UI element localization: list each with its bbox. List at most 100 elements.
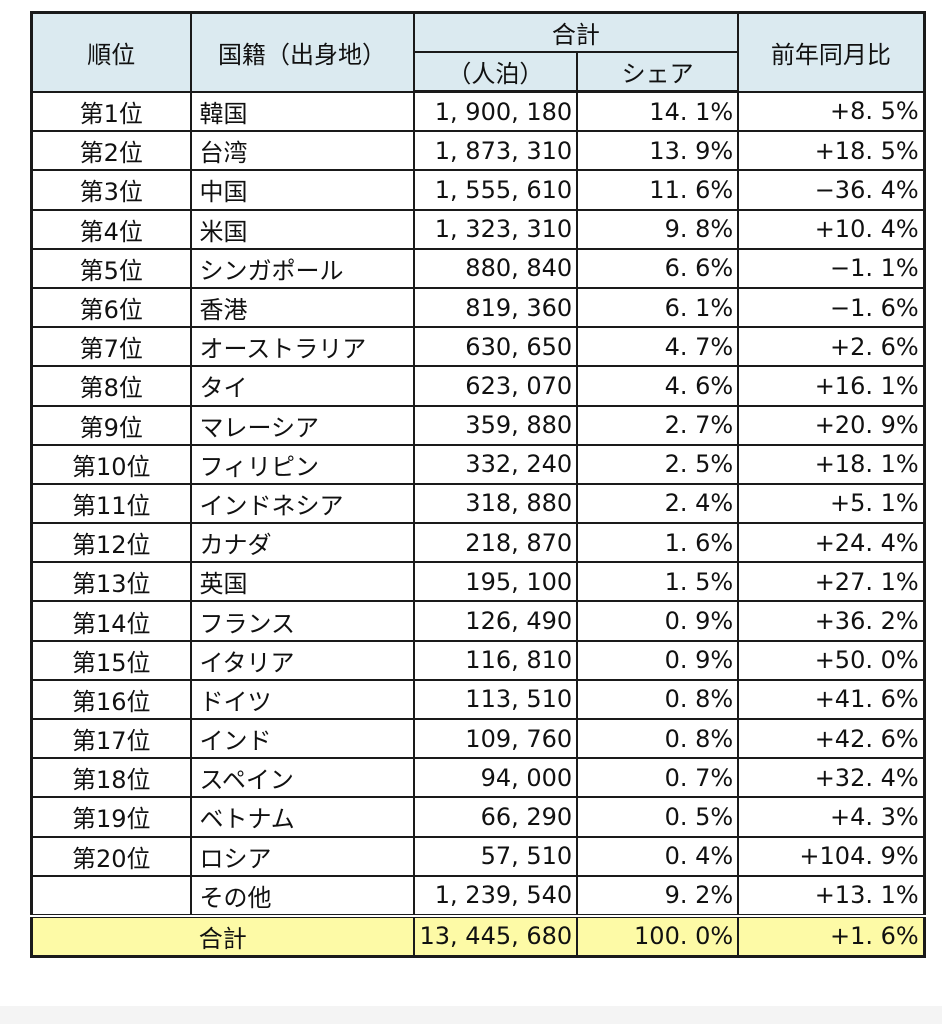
stays-cell: 113, 510 xyxy=(412,678,579,721)
total-share: 100. 0% xyxy=(576,913,740,958)
country-cell: ドイツ xyxy=(189,678,415,721)
page-bottom-margin xyxy=(0,1006,942,1024)
yoy-cell: −1. 6% xyxy=(737,286,926,329)
share-cell: 1. 5% xyxy=(576,561,740,603)
country-cell: マレーシア xyxy=(189,404,415,446)
share-cell: 2. 7% xyxy=(576,404,740,446)
stays-cell: 116, 810 xyxy=(412,639,579,681)
table-row: 第13位 英国 195, 100 1. 5% +27. 1% xyxy=(30,561,926,603)
table-row: 第11位 インドネシア 318, 880 2. 4% +5. 1% xyxy=(30,482,926,525)
table-row: 第8位 タイ 623, 070 4. 6% +16. 1% xyxy=(30,365,926,407)
share-cell: 13. 9% xyxy=(576,130,740,172)
yoy-cell: +18. 1% xyxy=(737,443,926,485)
total-row: 合計 13, 445, 680 100. 0% +1. 6% xyxy=(30,913,926,958)
header-stays: （人泊） xyxy=(412,51,579,93)
country-cell: タイ xyxy=(189,365,415,407)
share-cell: 14. 1% xyxy=(576,90,740,133)
stays-cell: 195, 100 xyxy=(412,561,579,603)
rank-cell: 第19位 xyxy=(30,796,192,838)
country-cell: 米国 xyxy=(189,208,415,250)
country-cell: インドネシア xyxy=(189,482,415,525)
table-row: 第20位 ロシア 57, 510 0. 4% +104. 9% xyxy=(30,835,926,877)
stays-cell: 1, 239, 540 xyxy=(412,874,579,917)
stays-cell: 332, 240 xyxy=(412,443,579,485)
country-cell: 英国 xyxy=(189,561,415,603)
rank-cell: 第18位 xyxy=(30,757,192,799)
share-cell: 0. 7% xyxy=(576,757,740,799)
foreign-guest-nights-table: 順位 国籍（出身地） 合計 前年同月比 （人泊） シェア 第1位 韓国 1, 900… xyxy=(30,11,926,958)
rank-cell: 第11位 xyxy=(30,482,192,525)
header-share: シェア xyxy=(576,51,740,93)
country-cell: シンガポール xyxy=(189,247,415,289)
yoy-cell: +42. 6% xyxy=(737,717,926,760)
header-country: 国籍（出身地） xyxy=(189,11,415,93)
share-cell: 9. 8% xyxy=(576,208,740,250)
share-cell: 4. 6% xyxy=(576,365,740,407)
yoy-cell: +4. 3% xyxy=(737,796,926,838)
country-cell: スペイン xyxy=(189,757,415,799)
stays-cell: 126, 490 xyxy=(412,600,579,642)
country-cell: ロシア xyxy=(189,835,415,877)
stays-cell: 880, 840 xyxy=(412,247,579,289)
rank-cell: 第4位 xyxy=(30,208,192,250)
country-cell: イタリア xyxy=(189,639,415,681)
share-cell: 2. 4% xyxy=(576,482,740,525)
yoy-cell: +2. 6% xyxy=(737,326,926,368)
yoy-cell: +13. 1% xyxy=(737,874,926,917)
rank-cell: 第9位 xyxy=(30,404,192,446)
stays-cell: 218, 870 xyxy=(412,522,579,564)
rank-cell: 第6位 xyxy=(30,286,192,329)
yoy-cell: +5. 1% xyxy=(737,482,926,525)
rank-cell: 第8位 xyxy=(30,365,192,407)
yoy-cell: +32. 4% xyxy=(737,757,926,799)
stays-cell: 57, 510 xyxy=(412,835,579,877)
country-cell: カナダ xyxy=(189,522,415,564)
country-cell: 韓国 xyxy=(189,90,415,133)
yoy-cell: +104. 9% xyxy=(737,835,926,877)
country-cell: ベトナム xyxy=(189,796,415,838)
rank-cell: 第14位 xyxy=(30,600,192,642)
share-cell: 2. 5% xyxy=(576,443,740,485)
yoy-cell: +16. 1% xyxy=(737,365,926,407)
rank-cell: 第1位 xyxy=(30,90,192,133)
share-cell: 1. 6% xyxy=(576,522,740,564)
country-cell: 台湾 xyxy=(189,130,415,172)
country-cell: 中国 xyxy=(189,169,415,211)
table-row: 第5位 シンガポール 880, 840 6. 6% −1. 1% xyxy=(30,247,926,289)
table-row: 第15位 イタリア 116, 810 0. 9% +50. 0% xyxy=(30,639,926,681)
share-cell: 0. 9% xyxy=(576,639,740,681)
country-cell: インド xyxy=(189,717,415,760)
rank-cell: 第12位 xyxy=(30,522,192,564)
stays-cell: 819, 360 xyxy=(412,286,579,329)
table-row: 第12位 カナダ 218, 870 1. 6% +24. 4% xyxy=(30,522,926,564)
stays-cell: 1, 323, 310 xyxy=(412,208,579,250)
table-row: 第2位 台湾 1, 873, 310 13. 9% +18. 5% xyxy=(30,130,926,172)
share-cell: 4. 7% xyxy=(576,326,740,368)
yoy-cell: −36. 4% xyxy=(737,169,926,211)
stays-cell: 94, 000 xyxy=(412,757,579,799)
rank-cell: 第5位 xyxy=(30,247,192,289)
rank-cell: 第13位 xyxy=(30,561,192,603)
total-label: 合計 xyxy=(30,913,415,958)
stays-cell: 623, 070 xyxy=(412,365,579,407)
header-total-group: 合計 xyxy=(412,11,740,53)
table-row: 第17位 インド 109, 760 0. 8% +42. 6% xyxy=(30,717,926,760)
header-yoy: 前年同月比 xyxy=(737,11,926,93)
stays-cell: 66, 290 xyxy=(412,796,579,838)
rank-cell: 第15位 xyxy=(30,639,192,681)
stays-cell: 630, 650 xyxy=(412,326,579,368)
table-row: 第1位 韓国 1, 900, 180 14. 1% +8. 5% xyxy=(30,90,926,133)
country-cell: フランス xyxy=(189,600,415,642)
table-row: 第18位 スペイン 94, 000 0. 7% +32. 4% xyxy=(30,757,926,799)
share-cell: 6. 1% xyxy=(576,286,740,329)
table-row: 第16位 ドイツ 113, 510 0. 8% +41. 6% xyxy=(30,678,926,721)
share-cell: 9. 2% xyxy=(576,874,740,917)
rank-cell: 第17位 xyxy=(30,717,192,760)
table-row: 第4位 米国 1, 323, 310 9. 8% +10. 4% xyxy=(30,208,926,250)
stays-cell: 109, 760 xyxy=(412,717,579,760)
country-cell: 香港 xyxy=(189,286,415,329)
country-cell: オーストラリア xyxy=(189,326,415,368)
stays-cell: 1, 900, 180 xyxy=(412,90,579,133)
table-row: その他 1, 239, 540 9. 2% +13. 1% xyxy=(30,874,926,917)
share-cell: 0. 5% xyxy=(576,796,740,838)
